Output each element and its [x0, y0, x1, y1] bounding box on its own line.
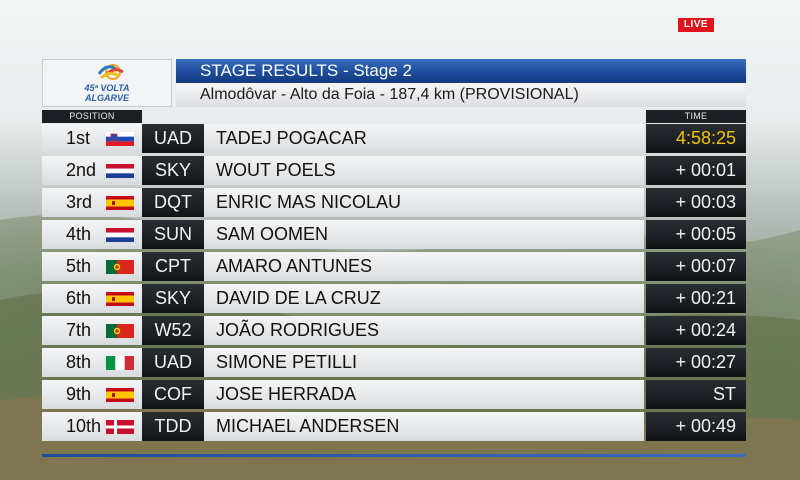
- rider-name: SIMONE PETILLI: [204, 348, 644, 377]
- rider-name: TADEJ POGACAR: [204, 124, 644, 153]
- position-cell: 4th: [42, 220, 142, 249]
- position-cell: 10th: [42, 412, 142, 441]
- italy-flag-icon: [106, 356, 134, 370]
- time-column-header: TIME: [646, 110, 746, 123]
- rider-name: MICHAEL ANDERSEN: [204, 412, 644, 441]
- table-row: 9th COF JOSE HERRADA ST: [42, 380, 746, 409]
- table-row: 3rd DQT ENRIC MAS NICOLAU + 00:03: [42, 188, 746, 217]
- team-code: UAD: [142, 348, 204, 377]
- netherlands-flag-icon: [106, 164, 134, 178]
- results-header: STAGE RESULTS - Stage 2 Almodôvar - Alto…: [176, 59, 746, 107]
- slovenia-flag-icon: [106, 132, 134, 146]
- rider-time: + 00:24: [646, 316, 746, 345]
- team-code: SKY: [142, 284, 204, 313]
- portugal-flag-icon: [106, 324, 134, 338]
- netherlands-flag-icon: [106, 228, 134, 242]
- stage-subtitle: Almodôvar - Alto da Foia - 187,4 km (PRO…: [176, 83, 746, 107]
- rider-name: AMARO ANTUNES: [204, 252, 644, 281]
- position-cell: 8th: [42, 348, 142, 377]
- portugal-flag-icon: [106, 260, 134, 274]
- table-row: 10th TDD MICHAEL ANDERSEN + 00:49: [42, 412, 746, 441]
- denmark-flag-icon: [106, 420, 134, 434]
- rider-time: + 00:49: [646, 412, 746, 441]
- team-code: DQT: [142, 188, 204, 217]
- rider-time: + 00:03: [646, 188, 746, 217]
- spain-flag-icon: [106, 388, 134, 402]
- rider-time: + 00:05: [646, 220, 746, 249]
- logo-line1: 45ª VOLTA: [83, 83, 129, 93]
- rider-time: + 00:27: [646, 348, 746, 377]
- rider-name: JOSE HERRADA: [204, 380, 644, 409]
- table-row: 4th SUN SAM OOMEN + 00:05: [42, 220, 746, 249]
- position-column-header: POSITION: [42, 110, 142, 123]
- live-badge: LIVE: [678, 18, 714, 32]
- spain-flag-icon: [106, 292, 134, 306]
- rider-name: JOÃO RODRIGUES: [204, 316, 644, 345]
- rider-time: + 00:01: [646, 156, 746, 185]
- rider-name: ENRIC MAS NICOLAU: [204, 188, 644, 217]
- team-code: SUN: [142, 220, 204, 249]
- table-row: 6th SKY DAVID DE LA CRUZ + 00:21: [42, 284, 746, 313]
- table-bottom-accent: [42, 454, 746, 457]
- rider-time: ST: [646, 380, 746, 409]
- race-logo: 45ª VOLTA ALGARVE: [42, 59, 172, 107]
- rider-time: + 00:21: [646, 284, 746, 313]
- rider-time: + 00:07: [646, 252, 746, 281]
- team-code: SKY: [142, 156, 204, 185]
- table-row: 1st UAD TADEJ POGACAR 4:58:25: [42, 124, 746, 153]
- rider-time: 4:58:25: [646, 124, 746, 153]
- team-code: W52: [142, 316, 204, 345]
- table-row: 2nd SKY WOUT POELS + 00:01: [42, 156, 746, 185]
- team-code: UAD: [142, 124, 204, 153]
- rider-name: SAM OOMEN: [204, 220, 644, 249]
- team-code: CPT: [142, 252, 204, 281]
- spain-flag-icon: [106, 196, 134, 210]
- table-row: 8th UAD SIMONE PETILLI + 00:27: [42, 348, 746, 377]
- logo-line2: ALGARVE: [84, 93, 130, 103]
- table-row: 5th CPT AMARO ANTUNES + 00:07: [42, 252, 746, 281]
- team-code: TDD: [142, 412, 204, 441]
- rider-name: WOUT POELS: [204, 156, 644, 185]
- rider-name: DAVID DE LA CRUZ: [204, 284, 644, 313]
- table-row: 7th W52 JOÃO RODRIGUES + 00:24: [42, 316, 746, 345]
- team-code: COF: [142, 380, 204, 409]
- stage-title: STAGE RESULTS - Stage 2: [176, 59, 746, 83]
